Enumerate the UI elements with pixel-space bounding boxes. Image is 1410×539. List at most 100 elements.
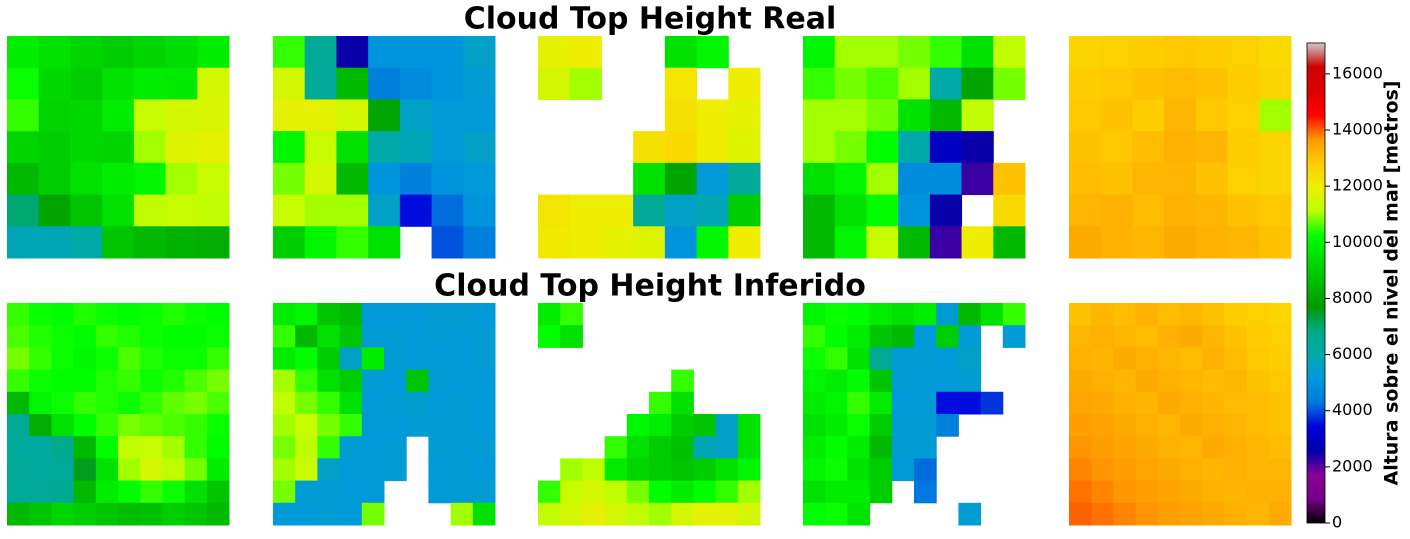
cell xyxy=(1069,67,1102,100)
cell xyxy=(406,369,429,393)
cell xyxy=(118,436,141,459)
cell xyxy=(847,325,871,348)
cell xyxy=(737,480,761,504)
cell xyxy=(1164,36,1197,69)
cell xyxy=(102,194,135,227)
cell xyxy=(118,502,141,526)
cell xyxy=(898,99,931,132)
cell xyxy=(184,458,208,482)
cell xyxy=(664,36,698,69)
cell xyxy=(664,162,698,196)
cell xyxy=(1113,391,1137,415)
cell xyxy=(961,226,994,259)
cell xyxy=(728,99,761,132)
cell xyxy=(428,325,452,348)
cell xyxy=(7,391,30,415)
cell xyxy=(304,67,337,100)
cell xyxy=(273,414,296,437)
cell xyxy=(140,502,163,526)
cell xyxy=(737,458,761,482)
row-title: Cloud Top Height Real xyxy=(464,2,837,37)
cell xyxy=(1224,369,1248,393)
cell xyxy=(898,226,931,259)
cell xyxy=(1224,414,1248,437)
cell xyxy=(649,391,672,415)
cell xyxy=(1069,226,1102,259)
cell xyxy=(891,458,915,482)
cell xyxy=(715,458,739,482)
cell xyxy=(1246,303,1270,326)
cell xyxy=(582,458,606,482)
cell xyxy=(368,194,401,227)
cell xyxy=(206,436,230,459)
cell xyxy=(898,194,931,227)
cell xyxy=(847,369,871,393)
cell xyxy=(649,458,672,482)
cell xyxy=(1100,99,1133,132)
cell xyxy=(1132,36,1165,69)
cell xyxy=(671,480,694,504)
cell xyxy=(803,131,836,164)
cell xyxy=(961,162,994,196)
cell xyxy=(834,162,867,196)
cell xyxy=(95,436,119,459)
cell xyxy=(834,226,867,259)
cell xyxy=(891,303,915,326)
cell xyxy=(7,131,40,164)
cell xyxy=(696,36,729,69)
cell xyxy=(1157,303,1181,326)
cell xyxy=(1091,303,1114,326)
cell xyxy=(1132,131,1165,164)
cell xyxy=(1202,369,1225,393)
cell xyxy=(1180,391,1203,415)
cell xyxy=(847,502,871,526)
cell xyxy=(295,303,318,326)
cell xyxy=(538,480,561,504)
cell xyxy=(958,502,982,526)
cell xyxy=(1135,325,1159,348)
cell xyxy=(1195,131,1229,164)
cell xyxy=(38,67,71,100)
cell xyxy=(95,502,119,526)
cell xyxy=(273,391,296,415)
cell xyxy=(7,347,30,371)
cell xyxy=(715,502,739,526)
cell xyxy=(273,502,296,526)
cell xyxy=(929,162,963,196)
cell xyxy=(162,436,186,459)
cell xyxy=(1113,369,1137,393)
cell xyxy=(1246,325,1270,348)
cell xyxy=(538,303,561,326)
cell xyxy=(1100,36,1133,69)
cell xyxy=(7,36,40,69)
cell xyxy=(649,414,672,437)
cell xyxy=(140,303,163,326)
cell xyxy=(569,194,602,227)
cell xyxy=(339,480,363,504)
cell xyxy=(406,414,429,437)
cell xyxy=(273,436,296,459)
cell xyxy=(428,347,452,371)
cell xyxy=(728,67,761,100)
cell xyxy=(70,131,103,164)
cell xyxy=(118,347,141,371)
cell xyxy=(428,391,452,415)
cell xyxy=(197,36,230,69)
cell xyxy=(1164,162,1197,196)
cell xyxy=(428,480,452,504)
cell xyxy=(866,194,899,227)
cell xyxy=(450,502,474,526)
cell xyxy=(1202,303,1225,326)
cell xyxy=(1180,458,1203,482)
cell xyxy=(361,347,385,371)
cell xyxy=(102,226,135,259)
cell xyxy=(1157,414,1181,437)
cell xyxy=(1157,458,1181,482)
cell xyxy=(206,369,230,393)
cell xyxy=(463,36,496,69)
cell xyxy=(472,391,496,415)
cell xyxy=(95,458,119,482)
cell xyxy=(197,162,230,196)
cell xyxy=(140,347,163,371)
cell xyxy=(604,436,628,459)
